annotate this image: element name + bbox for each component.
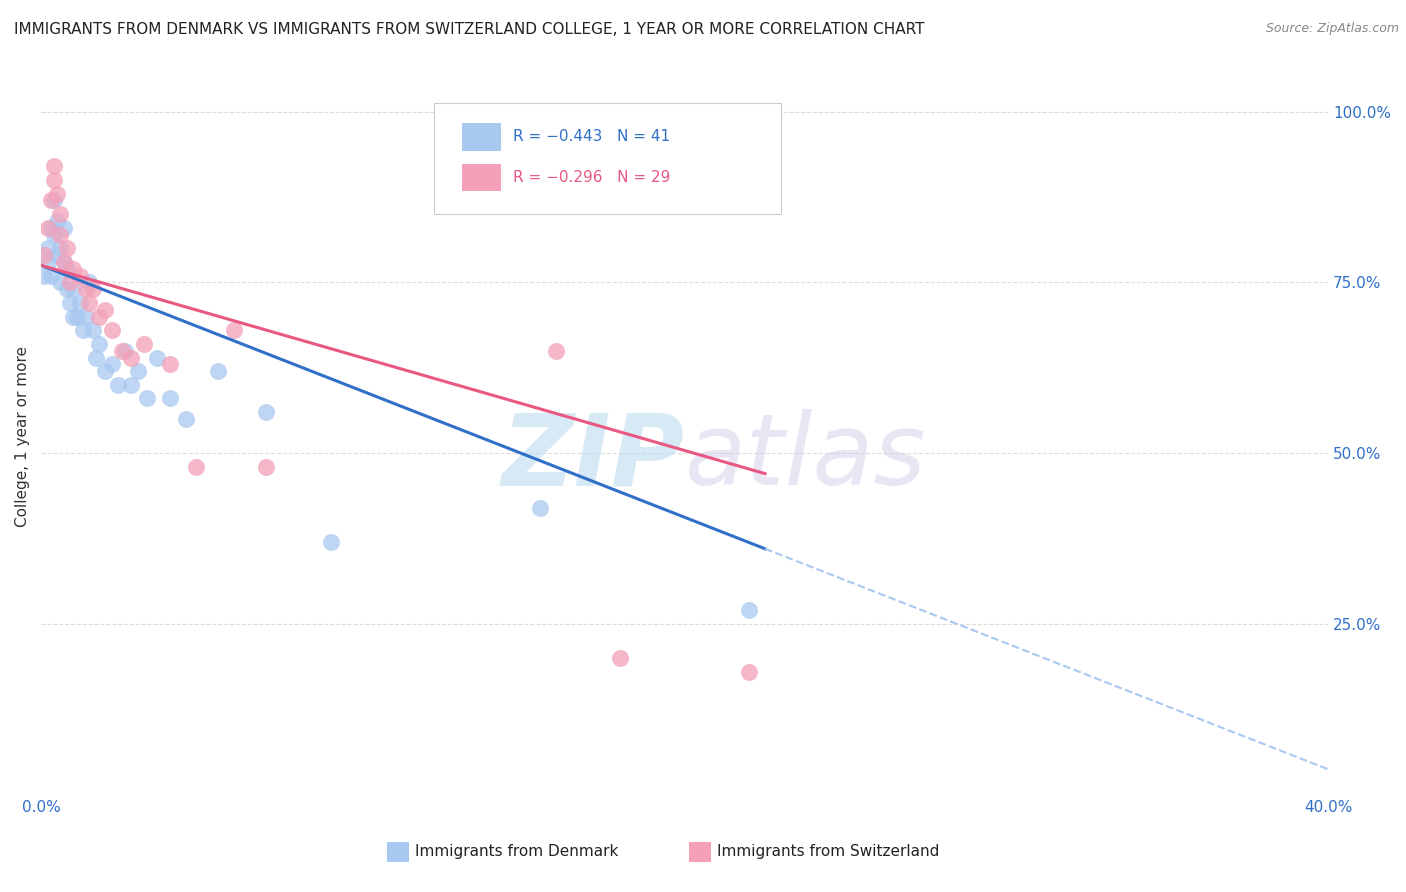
Point: [132, 336, 155, 351]
Point: [72, 323, 94, 337]
Point: [37, 255, 59, 269]
Point: [49, 276, 72, 290]
Point: [110, 343, 132, 358]
Text: atlas: atlas: [685, 409, 927, 506]
Point: [120, 351, 142, 365]
Text: R = −0.296   N = 29: R = −0.296 N = 29: [513, 170, 671, 186]
Text: ZIP: ZIP: [502, 409, 685, 506]
Text: IMMIGRANTS FROM DENMARK VS IMMIGRANTS FROM SWITZERLAND COLLEGE, 1 YEAR OR MORE C: IMMIGRANTS FROM DENMARK VS IMMIGRANTS FR…: [14, 22, 925, 37]
Bar: [463, 123, 501, 151]
Point: [52, 255, 75, 269]
Point: [37, 220, 59, 235]
Point: [101, 357, 124, 371]
Point: [39, 194, 62, 208]
Point: [114, 343, 136, 358]
Text: Immigrants from Denmark: Immigrants from Denmark: [415, 845, 619, 859]
Point: [136, 392, 159, 406]
Point: [62, 282, 84, 296]
Point: [127, 364, 149, 378]
Text: R = −0.443   N = 41: R = −0.443 N = 41: [513, 129, 671, 145]
Point: [34, 248, 56, 262]
Point: [59, 276, 82, 290]
Point: [69, 296, 91, 310]
Point: [46, 248, 69, 262]
Point: [94, 364, 117, 378]
Point: [738, 665, 761, 679]
Point: [34, 268, 56, 283]
Point: [319, 535, 342, 549]
Y-axis label: College, 1 year or more: College, 1 year or more: [15, 345, 30, 526]
Point: [544, 343, 567, 358]
Point: [39, 220, 62, 235]
Point: [94, 302, 117, 317]
Text: Immigrants from Switzerland: Immigrants from Switzerland: [717, 845, 939, 859]
Point: [159, 392, 181, 406]
Point: [42, 159, 65, 173]
Point: [224, 323, 246, 337]
FancyBboxPatch shape: [433, 103, 782, 214]
Point: [46, 186, 69, 201]
Point: [75, 310, 97, 324]
Point: [609, 651, 631, 665]
Point: [62, 261, 84, 276]
Point: [529, 500, 551, 515]
Point: [107, 377, 129, 392]
Point: [69, 268, 91, 283]
Point: [207, 364, 229, 378]
Point: [87, 336, 110, 351]
Bar: [463, 164, 501, 192]
Point: [82, 323, 104, 337]
Point: [37, 241, 59, 255]
Point: [174, 412, 197, 426]
Point: [120, 377, 142, 392]
Point: [254, 459, 277, 474]
Point: [42, 194, 65, 208]
Point: [56, 282, 79, 296]
Point: [56, 241, 79, 255]
Point: [101, 323, 124, 337]
Point: [46, 214, 69, 228]
Point: [146, 351, 169, 365]
Point: [42, 173, 65, 187]
Point: [62, 310, 84, 324]
Point: [59, 296, 82, 310]
Point: [42, 227, 65, 242]
Point: [79, 296, 101, 310]
Point: [49, 241, 72, 255]
Point: [254, 405, 277, 419]
Point: [79, 276, 101, 290]
Point: [65, 310, 87, 324]
Text: Source: ZipAtlas.com: Source: ZipAtlas.com: [1265, 22, 1399, 36]
Point: [84, 351, 107, 365]
Point: [52, 255, 75, 269]
Point: [56, 261, 79, 276]
Point: [52, 220, 75, 235]
Point: [87, 310, 110, 324]
Point: [738, 603, 761, 617]
Point: [75, 282, 97, 296]
Point: [39, 268, 62, 283]
Point: [49, 207, 72, 221]
Point: [49, 227, 72, 242]
Point: [159, 357, 181, 371]
Point: [82, 282, 104, 296]
Point: [184, 459, 207, 474]
